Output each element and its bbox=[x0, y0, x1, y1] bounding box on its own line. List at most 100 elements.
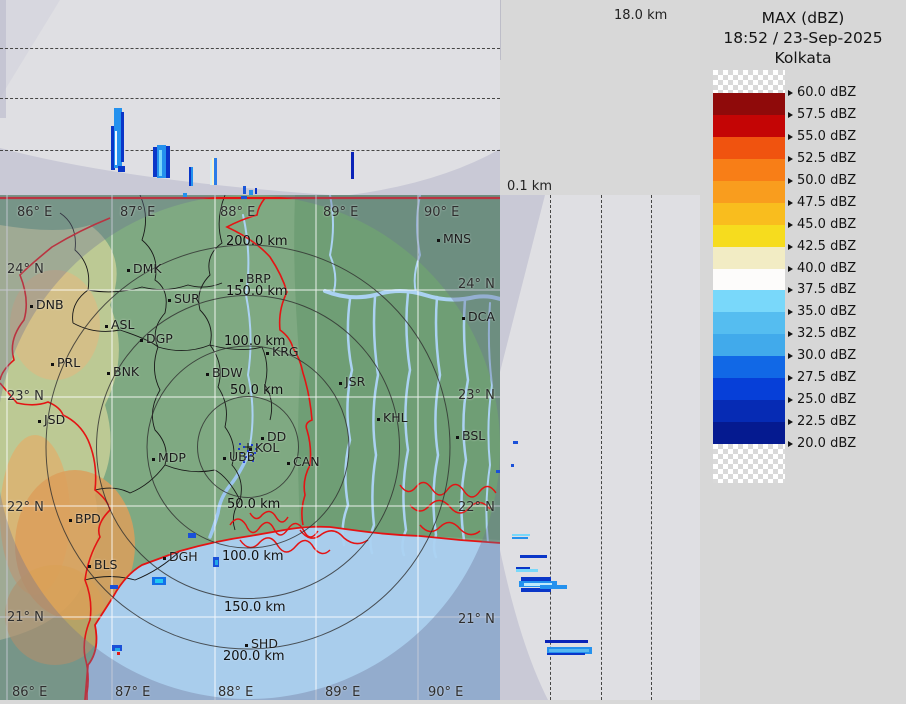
scale-band bbox=[713, 356, 785, 379]
height-gridline bbox=[0, 48, 500, 49]
radar-center-mark bbox=[244, 443, 252, 451]
longitude-label: 90° E bbox=[428, 685, 464, 700]
latitude-label: 22° N bbox=[458, 500, 495, 515]
radar-echo bbox=[243, 461, 245, 463]
city-label-asl: ASL bbox=[111, 317, 135, 332]
radar-echo bbox=[524, 583, 552, 586]
city-label-sur: SUR bbox=[174, 291, 200, 306]
radar-echo bbox=[110, 585, 118, 589]
radar-echo bbox=[238, 448, 240, 450]
city-dot-jsr bbox=[339, 382, 342, 385]
radar-echo bbox=[241, 452, 243, 454]
range-ring-label: 50.0 km bbox=[230, 383, 284, 398]
scale-value: 32.5 dBZ bbox=[797, 326, 857, 342]
scale-value: 27.5 dBZ bbox=[797, 370, 857, 386]
radar-echo bbox=[243, 446, 245, 448]
scale-band bbox=[713, 180, 785, 204]
range-ring-label: 100.0 km bbox=[222, 549, 284, 564]
scale-value: 45.0 dBZ bbox=[797, 216, 857, 232]
city-label-jsr: JSR bbox=[345, 374, 366, 389]
radar-echo bbox=[188, 533, 196, 538]
scale-boundary-label: 42.5 dBZ bbox=[788, 239, 856, 254]
latitude-label: 24° N bbox=[7, 262, 44, 277]
city-dot-mdp bbox=[152, 458, 155, 461]
range-ring-label: 150.0 km bbox=[224, 600, 286, 615]
radar-echo bbox=[516, 569, 538, 572]
scale-band bbox=[713, 268, 785, 291]
city-dot-dgh bbox=[163, 557, 166, 560]
city-label-mdp: MDP bbox=[158, 450, 186, 465]
city-label-brp: BRP bbox=[246, 271, 271, 286]
city-dot-sur bbox=[168, 299, 171, 302]
city-dot-bnk bbox=[107, 372, 110, 375]
scale-value: 30.0 dBZ bbox=[797, 348, 857, 364]
latitude-label: 22° N bbox=[7, 500, 44, 515]
scale-value: 20.0 dBZ bbox=[797, 436, 857, 452]
radar-echo bbox=[210, 160, 212, 185]
city-dot-can bbox=[287, 462, 290, 465]
scale-tick-arrow-icon bbox=[788, 111, 793, 118]
scale-boundary-label: 27.5 dBZ bbox=[788, 370, 856, 385]
scale-boundary-label: 25.0 dBZ bbox=[788, 392, 856, 407]
radar-echo bbox=[249, 190, 253, 195]
scale-band bbox=[713, 224, 785, 248]
range-ring-label: 150.0 km bbox=[226, 284, 288, 299]
scale-value: 37.5 dBZ bbox=[797, 282, 857, 298]
radar-echo bbox=[118, 166, 125, 172]
radar-echo bbox=[115, 648, 120, 651]
city-label-dd: DD bbox=[267, 429, 287, 444]
radar-echo bbox=[191, 167, 193, 186]
scale-value: 55.0 dBZ bbox=[797, 128, 857, 144]
height-axis-top-label: 18.0 km bbox=[614, 8, 668, 23]
radar-echo bbox=[255, 188, 257, 194]
latitude-label: 21° N bbox=[458, 612, 495, 627]
radar-echo bbox=[183, 193, 187, 197]
city-label-krg: KRG bbox=[272, 344, 299, 359]
city-label-kol: KOL bbox=[255, 440, 280, 455]
radar-echo bbox=[351, 152, 354, 179]
product-title: MAX (dBZ) bbox=[761, 9, 845, 27]
out-of-range-shading bbox=[0, 195, 501, 700]
legend-panel: MAX (dBZ) 18:52 / 23-Sep-2025 Kolkata 60… bbox=[700, 0, 906, 700]
scale-tick-arrow-icon bbox=[788, 177, 793, 184]
city-dot-ubb bbox=[223, 457, 226, 460]
city-dot-dd bbox=[261, 437, 264, 440]
radar-echo bbox=[251, 444, 253, 446]
scale-boundary-label: 30.0 dBZ bbox=[788, 348, 856, 363]
longitude-label: 88° E bbox=[220, 205, 256, 220]
scale-tick-arrow-icon bbox=[788, 133, 793, 140]
scale-band bbox=[713, 312, 785, 335]
city-label-bls: BLS bbox=[94, 557, 118, 572]
scale-band bbox=[713, 422, 785, 445]
longitude-label: 89° E bbox=[325, 685, 361, 700]
city-label-shd: SHD bbox=[251, 636, 278, 651]
radar-echo bbox=[243, 186, 246, 194]
radar-echo bbox=[111, 126, 115, 170]
city-dot-prl bbox=[51, 363, 54, 366]
scale-band bbox=[713, 158, 785, 182]
radar-echo bbox=[121, 112, 124, 162]
scale-band bbox=[713, 246, 785, 270]
scale-boundary-label: 60.0 dBZ bbox=[788, 85, 856, 100]
radar-echo bbox=[247, 450, 249, 452]
city-dot-dmk bbox=[127, 269, 130, 272]
scale-tick-arrow-icon bbox=[788, 155, 793, 162]
city-label-bpd: BPD bbox=[75, 511, 101, 526]
scale-boundary-label: 55.0 dBZ bbox=[788, 129, 856, 144]
radar-echo bbox=[189, 167, 191, 186]
scale-band bbox=[713, 114, 785, 138]
panel-divider bbox=[500, 0, 501, 60]
radar-echo bbox=[512, 537, 528, 539]
city-dot-bls bbox=[88, 565, 91, 568]
radar-echo bbox=[256, 444, 258, 446]
city-dot-shd bbox=[245, 644, 248, 647]
city-dot-dca bbox=[462, 317, 465, 320]
city-label-prl: PRL bbox=[57, 355, 81, 370]
scale-boundary-label: 40.0 dBZ bbox=[788, 261, 856, 276]
scale-tick-arrow-icon bbox=[788, 265, 793, 272]
scale-band bbox=[713, 334, 785, 357]
radar-echo bbox=[254, 452, 256, 454]
station-name: Kolkata bbox=[774, 49, 832, 67]
scale-band bbox=[713, 136, 785, 160]
